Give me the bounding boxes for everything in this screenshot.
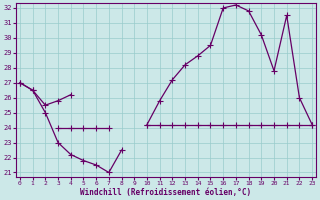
X-axis label: Windchill (Refroidissement éolien,°C): Windchill (Refroidissement éolien,°C) [80,188,252,197]
